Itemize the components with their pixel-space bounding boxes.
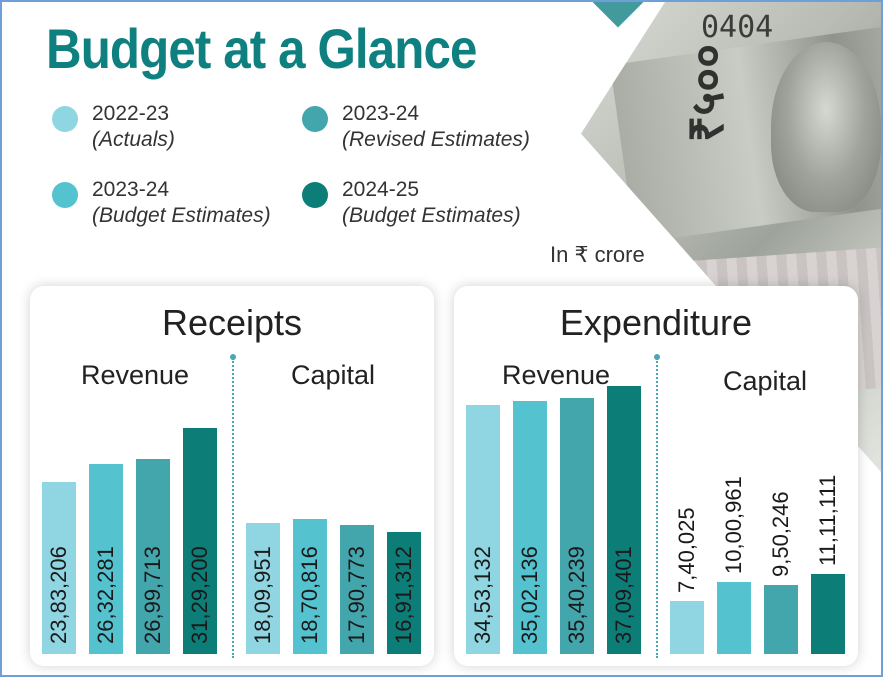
bar-revenue-3 <box>183 428 217 654</box>
bar-value-label: 23,83,206 <box>46 546 71 644</box>
bar-revenue-1 <box>89 464 123 654</box>
chart-title: Receipts <box>161 302 303 343</box>
legend-year: 2023-24 <box>342 102 420 125</box>
bar-value-label: 35,02,136 <box>517 546 542 644</box>
legend-year: 2023-24 <box>92 178 170 201</box>
group-label-revenue: Revenue <box>501 360 611 390</box>
diamond-decoration-icon <box>592 2 644 28</box>
bar-capital-0 <box>246 523 280 654</box>
bar-capital-3 <box>387 532 421 654</box>
bar-capital-0 <box>670 601 704 654</box>
legend-type: (Revised Estimates) <box>342 128 530 151</box>
bar-value-label: 10,00,961 <box>721 476 746 574</box>
banknote-denomination: ₹५०० <box>681 43 733 142</box>
legend-swatch <box>302 106 328 132</box>
bar-value-label: 34,53,132 <box>470 546 495 644</box>
bar-value-label: 7,40,025 <box>674 507 699 593</box>
legend-type: (Actuals) <box>92 128 175 151</box>
bar-value-label: 35,40,239 <box>564 546 589 644</box>
legend-swatch <box>52 182 78 208</box>
bar-value-label: 17,90,773 <box>344 546 369 644</box>
bar-value-label: 16,91,312 <box>391 546 416 644</box>
legend-year: 2024-25 <box>342 178 420 201</box>
unit-label: In ₹ crore <box>550 242 645 267</box>
page-title: Budget at a Glance <box>46 17 477 80</box>
bar-value-label: 11,11,111 <box>815 474 840 566</box>
legend-type: (Budget Estimates) <box>92 204 271 227</box>
group-divider <box>230 354 236 658</box>
bar-value-label: 18,70,816 <box>297 546 322 644</box>
bar-value-label: 37,09,401 <box>611 546 636 644</box>
bar-value-label: 26,99,713 <box>140 546 165 644</box>
bar-capital-2 <box>764 585 798 654</box>
bar-capital-2 <box>340 525 374 654</box>
chart-title: Expenditure <box>559 302 753 343</box>
legend-year: 2022-23 <box>92 102 170 125</box>
legend-swatch <box>52 106 78 132</box>
bar-revenue-3 <box>607 386 641 654</box>
bar-value-label: 18,09,951 <box>250 546 275 644</box>
receipts-card: Receipts Revenue Capital 23,83,206 26,32,… <box>30 286 434 666</box>
bar-revenue-2 <box>136 459 170 654</box>
banknote-serial: 0404 <box>701 10 774 45</box>
bar-revenue-1 <box>513 401 547 654</box>
portrait-icon <box>771 42 881 212</box>
bar-revenue-0 <box>466 405 500 654</box>
bar-value-label: 26,32,281 <box>93 546 118 644</box>
expenditure-card: Expenditure Revenue Capital 34,53,132 35,… <box>454 286 858 666</box>
group-label-capital: Capital <box>290 360 376 390</box>
bar-capital-1 <box>717 582 751 654</box>
group-label-revenue: Revenue <box>80 360 190 390</box>
group-divider <box>654 354 660 658</box>
bar-capital-1 <box>293 519 327 654</box>
bar-value-label: 31,29,200 <box>187 546 212 644</box>
bar-revenue-2 <box>560 398 594 654</box>
legend-swatch <box>302 182 328 208</box>
bar-revenue-0 <box>42 482 76 654</box>
legend-type: (Budget Estimates) <box>342 204 521 227</box>
group-label-capital: Capital <box>722 366 808 396</box>
bar-capital-3 <box>811 574 845 654</box>
bar-value-label: 9,50,246 <box>768 491 793 577</box>
